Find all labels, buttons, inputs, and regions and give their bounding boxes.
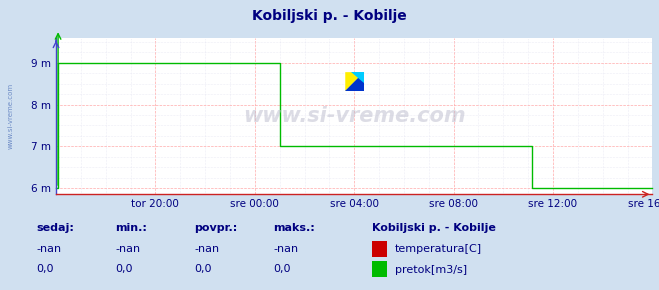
Text: 0,0: 0,0 xyxy=(194,264,212,274)
Text: min.:: min.: xyxy=(115,224,147,233)
Text: Kobiljski p. - Kobilje: Kobiljski p. - Kobilje xyxy=(252,9,407,23)
Text: www.si-vreme.com: www.si-vreme.com xyxy=(243,106,465,126)
Text: 0,0: 0,0 xyxy=(273,264,291,274)
Text: maks.:: maks.: xyxy=(273,224,315,233)
Polygon shape xyxy=(345,72,364,91)
Text: Kobiljski p. - Kobilje: Kobiljski p. - Kobilje xyxy=(372,224,496,233)
Text: -nan: -nan xyxy=(36,244,61,254)
Text: 0,0: 0,0 xyxy=(115,264,133,274)
Text: -nan: -nan xyxy=(273,244,299,254)
Text: www.si-vreme.com: www.si-vreme.com xyxy=(8,83,14,149)
Polygon shape xyxy=(345,72,364,91)
Text: sedaj:: sedaj: xyxy=(36,224,74,233)
Text: 0,0: 0,0 xyxy=(36,264,54,274)
Text: -nan: -nan xyxy=(194,244,219,254)
Polygon shape xyxy=(351,72,364,84)
Text: povpr.:: povpr.: xyxy=(194,224,238,233)
Text: -nan: -nan xyxy=(115,244,140,254)
Text: temperatura[C]: temperatura[C] xyxy=(395,244,482,254)
Text: pretok[m3/s]: pretok[m3/s] xyxy=(395,265,467,275)
